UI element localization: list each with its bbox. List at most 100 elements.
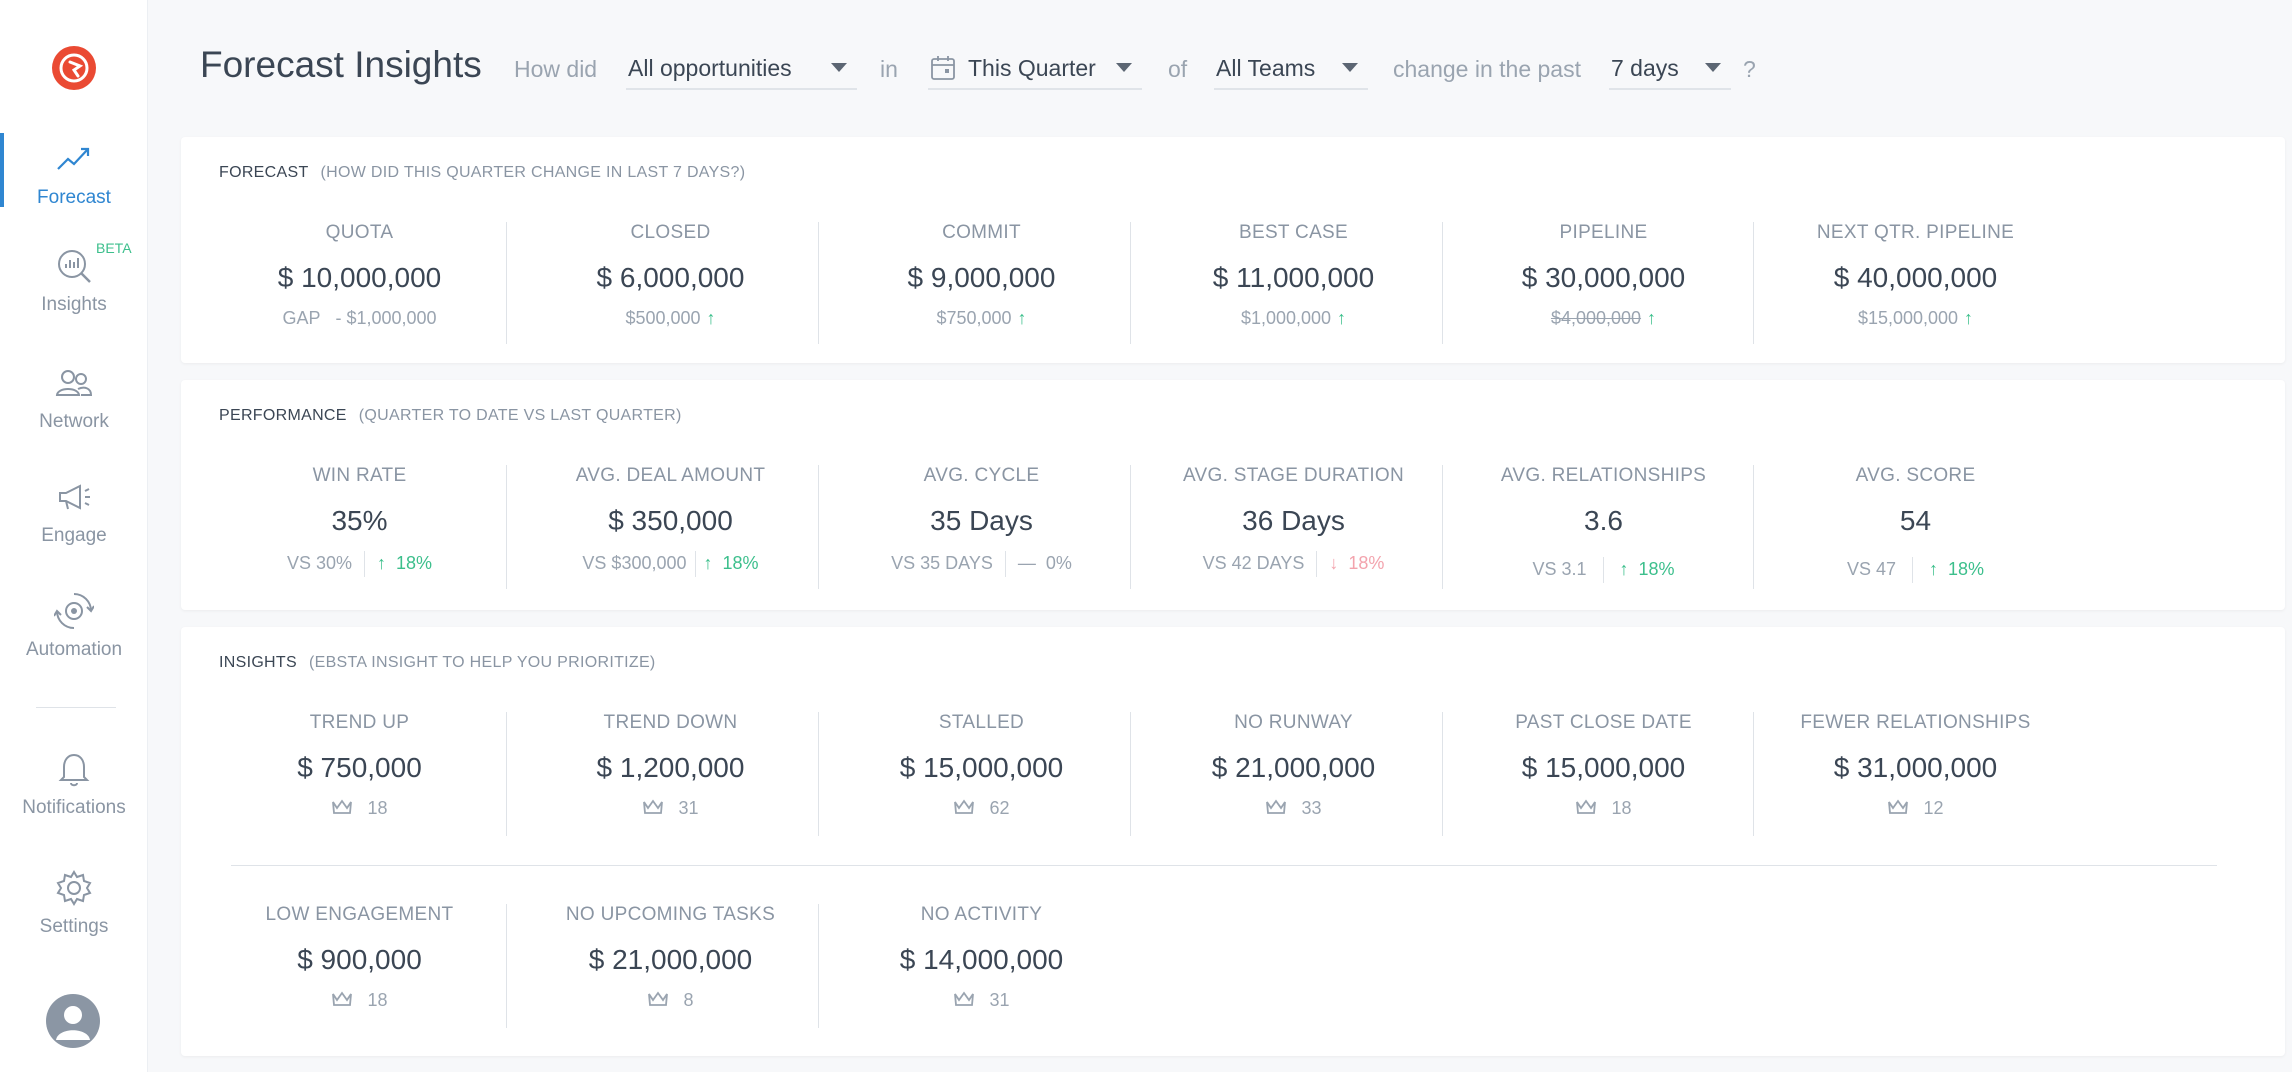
period-dropdown[interactable]: This Quarter [928,48,1142,90]
forecast-metric-commit: COMMIT $ 9,000,000 $750,000 ↑ [907,222,1056,328]
forecast-metric-next-qtr-pipeline: NEXT QTR. PIPELINE $ 40,000,000 $15,000,… [1816,222,2015,328]
arrow-up-icon: ↑ [1964,308,1974,328]
teams-dropdown[interactable]: All Teams [1214,48,1368,90]
forecast-metric-best-case: BEST CASE $ 11,000,000 $1,000,000 ↑ [1212,222,1375,328]
performance-metric-avg-score: AVG. SCORE 54 VS 47 ↑ 18% [1760,465,2071,583]
dash-flat-icon: — [1017,552,1036,573]
beta-badge: BETA [96,240,132,256]
people-icon [54,363,94,403]
how-did-label: How did [514,56,598,82]
insights-subtitle: (EBSTA INSIGHT TO HELP YOU PRIORITIZE) [308,654,656,671]
insight-no-runway[interactable]: NO RUNWAY $ 21,000,000 33 [1211,712,1376,818]
user-avatar[interactable] [46,994,100,1048]
opportunities-dropdown[interactable]: All opportunities [626,48,857,90]
sidebar-item-automation[interactable]: Automation [0,591,148,681]
arrow-up-icon: ↑ [706,308,716,328]
performance-metric-avg-stage-duration: AVG. STAGE DURATION 36 Days VS 42 DAYS ↓ … [1138,465,1449,577]
arrow-up-icon: ↑ [377,552,386,573]
performance-subtitle: (QUARTER TO DATE VS LAST QUARTER) [358,407,682,424]
bell-icon [54,749,94,789]
divider [1442,465,1443,589]
crown-icon [1888,799,1909,814]
arrow-up-icon: ↑ [1619,558,1629,579]
megaphone-icon [54,477,94,517]
arrow-up-icon: ↑ [1647,308,1657,328]
divider [1753,712,1754,836]
insight-no-activity[interactable]: NO ACTIVITY $ 14,000,000 31 [899,904,1064,1010]
insight-no-upcoming-tasks[interactable]: NO UPCOMING TASKS $ 21,000,000 8 [565,904,776,1010]
chevron-down-icon [1342,63,1358,72]
sidebar-item-label: Insights [41,294,107,315]
forecast-title: FORECAST (HOW DID THIS QUARTER CHANGE IN … [219,164,746,181]
arrow-down-icon: ↓ [1329,552,1339,573]
crown-icon [648,991,669,1006]
forecast-metric-closed: CLOSED $ 6,000,000 $500,000 ↑ [596,222,745,328]
sidebar-item-label: Settings [39,916,109,937]
opportunities-value: All opportunities [628,55,792,81]
change-in-past-label: change in the past [1393,56,1581,82]
of-label: of [1168,56,1188,82]
forecast-subtitle: (HOW DID THIS QUARTER CHANGE IN LAST 7 D… [320,164,746,181]
divider [1130,222,1131,344]
crown-icon [332,799,353,814]
sidebar-item-network[interactable]: Network [0,363,148,453]
crown-icon [1576,799,1597,814]
sidebar-item-settings[interactable]: Settings [0,868,148,958]
arrow-up-icon: ↑ [1017,308,1027,328]
forecast-metric-quota: QUOTA $ 10,000,000 GAP - $1,000,000 [277,222,442,328]
arrow-up-icon: ↑ [703,552,713,573]
divider [1130,712,1131,836]
crown-icon [1266,799,1287,814]
sidebar-item-forecast[interactable]: Forecast [0,133,148,229]
sidebar-item-label: Network [39,411,109,432]
sidebar-divider [36,707,116,708]
period-value: This Quarter [968,55,1096,81]
range-dropdown[interactable]: 7 days [1609,48,1731,90]
forecast-card: FORECAST (HOW DID THIS QUARTER CHANGE IN … [181,137,2285,363]
divider [1753,465,1754,589]
insights-card: INSIGHTS (EBSTA INSIGHT TO HELP YOU PRIOR… [181,627,2285,1056]
sidebar-item-notifications[interactable]: Notifications [0,749,148,839]
performance-metric-avg-deal-amount: AVG. DEAL AMOUNT $ 350,000 VS $300,000 ↑ … [515,465,826,577]
performance-metric-win-rate: WIN RATE 35% VS 30% ↑ 18% [204,465,515,577]
sidebar-item-engage[interactable]: Engage [0,477,148,567]
divider [818,222,819,344]
divider [506,222,507,344]
insight-stalled[interactable]: STALLED $ 15,000,000 62 [899,712,1064,818]
calendar-icon [930,55,956,81]
divider [1130,465,1131,589]
divider [818,712,819,836]
sidebar-item-label: Automation [25,639,123,660]
sidebar-item-label: Engage [41,525,107,546]
divider [506,712,507,836]
performance-title: PERFORMANCE (QUARTER TO DATE VS LAST QUAR… [219,407,682,424]
automation-gear-icon [54,591,94,631]
brand-logo-icon[interactable] [52,46,96,90]
page-title: Forecast Insights [200,44,482,85]
insight-trend-up[interactable]: TREND UP $ 750,000 18 [297,712,422,818]
insight-past-close-date[interactable]: PAST CLOSE DATE $ 15,000,000 18 [1515,712,1692,818]
divider [506,904,507,1028]
chevron-down-icon [1116,63,1132,72]
insight-trend-down[interactable]: TREND DOWN $ 1,200,000 31 [596,712,745,818]
in-label: in [880,56,898,82]
insights-search-icon [54,246,94,286]
range-value: 7 days [1611,55,1679,81]
gear-icon [54,868,94,908]
divider [1442,222,1443,344]
crown-icon [954,799,975,814]
insight-fewer-relationships[interactable]: FEWER RELATIONSHIPS $ 31,000,000 12 [1800,712,2031,818]
performance-metric-avg-relationships: AVG. RELATIONSHIPS 3.6 VS 3.1 ↑ 18% [1448,465,1759,583]
forecast-metric-pipeline: PIPELINE $ 30,000,000 $4,000,000 ↑ [1521,222,1686,328]
insight-low-engagement[interactable]: LOW ENGAGEMENT $ 900,000 18 [265,904,454,1010]
sidebar: Forecast BETA Insights Network Engage Au… [0,0,148,1072]
question-mark: ? [1743,56,1756,82]
insights-title: INSIGHTS (EBSTA INSIGHT TO HELP YOU PRIOR… [219,654,656,671]
performance-card: PERFORMANCE (QUARTER TO DATE VS LAST QUAR… [181,380,2285,610]
row-divider [231,865,2217,866]
sidebar-item-insights[interactable]: BETA Insights [0,240,148,336]
divider [818,904,819,1028]
arrow-up-icon: ↑ [1929,558,1938,579]
divider [506,465,507,589]
arrow-up-icon: ↑ [1337,308,1347,328]
